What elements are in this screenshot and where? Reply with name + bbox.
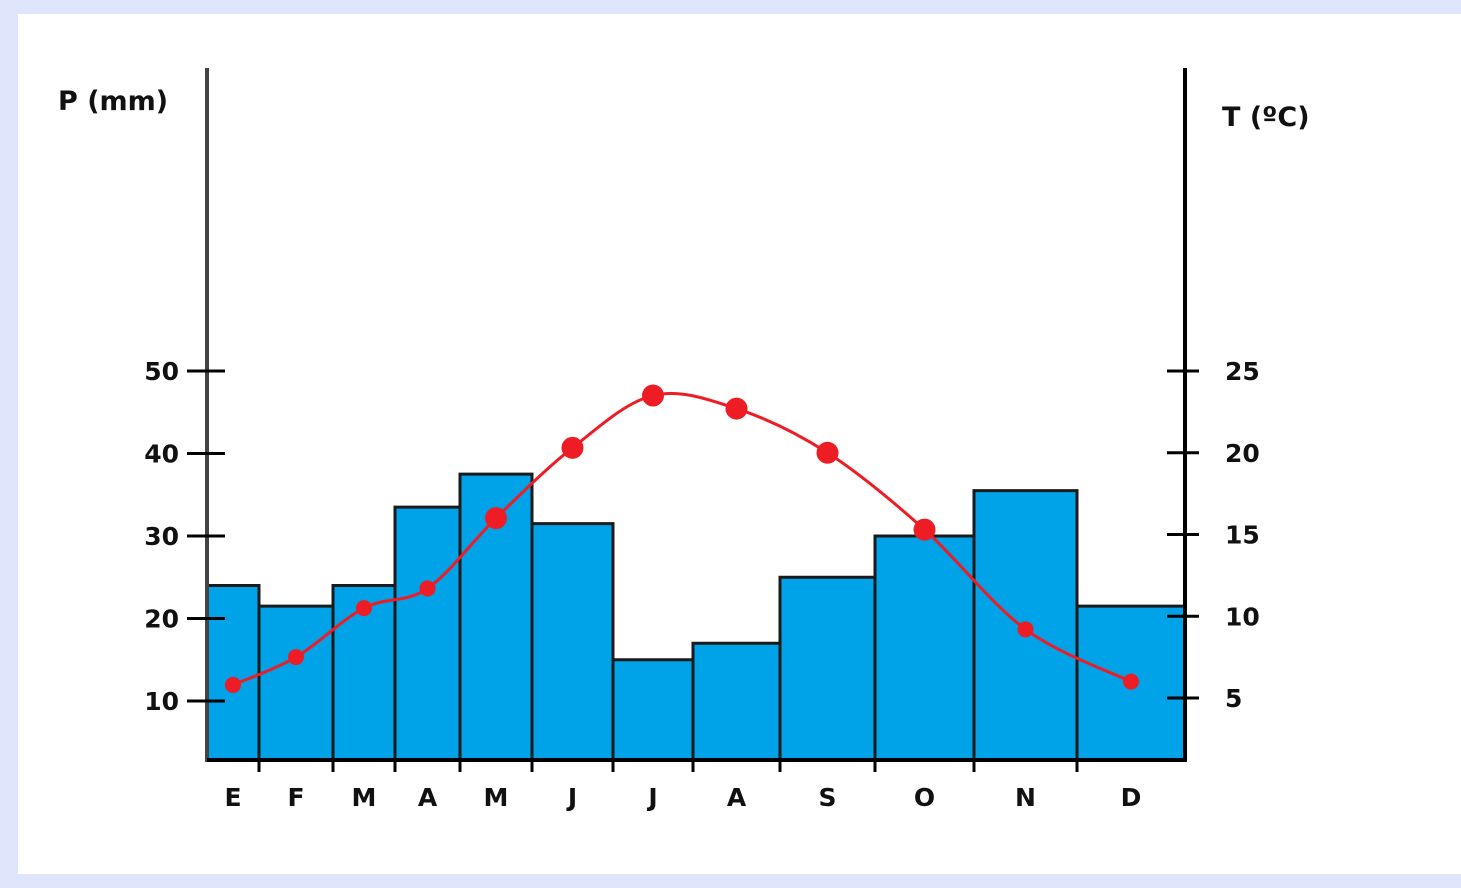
left-axis-title: P (mm) <box>58 86 168 117</box>
climate-chart: P (mm) T (ºC) 10 20 30 40 50 5 10 15 20 25 E F M A M J J… <box>58 68 1310 812</box>
left-tick-label: 30 <box>144 522 179 551</box>
temperature-point <box>485 507 507 530</box>
precipitation-bar <box>257 604 335 762</box>
temperature-point <box>913 518 936 541</box>
chart-frame: P (mm) T (ºC) 10 20 30 40 50 5 10 15 20 25 E F M A M J J… <box>18 14 1461 874</box>
temperature-point <box>642 384 664 407</box>
temperature-point <box>1123 673 1139 690</box>
x-category-label: D <box>1121 783 1142 812</box>
temperature-point <box>356 600 372 617</box>
labels-layer: P (mm) T (ºC) 10 20 30 40 50 5 10 15 20 25 E F M A M J J… <box>58 86 1310 812</box>
temperature-line-layer <box>225 384 1139 693</box>
temperature-point <box>816 441 839 464</box>
x-category-label: J <box>566 783 577 812</box>
x-category-label: N <box>1015 783 1036 812</box>
x-category-label: M <box>352 783 377 812</box>
precipitation-bar <box>393 505 462 762</box>
right-tick-label: 15 <box>1225 521 1260 550</box>
right-tick-label: 25 <box>1225 357 1260 386</box>
bars-layer <box>205 472 1187 762</box>
x-category-label: A <box>727 783 747 812</box>
x-category-label: S <box>818 783 836 812</box>
temperature-point <box>561 436 584 459</box>
left-tick-label: 50 <box>144 357 179 386</box>
temperature-point <box>725 397 748 420</box>
precipitation-bar <box>530 522 615 762</box>
right-tick-label: 10 <box>1225 602 1260 631</box>
x-category-label: F <box>287 783 304 812</box>
precipitation-bar <box>691 641 782 762</box>
precipitation-bar <box>873 534 976 762</box>
left-tick-label: 20 <box>144 605 179 634</box>
x-category-label: O <box>914 783 935 812</box>
x-category-label: M <box>484 783 509 812</box>
right-tick-label: 20 <box>1225 439 1260 468</box>
temperature-point <box>288 649 304 666</box>
x-category-label: A <box>418 783 438 812</box>
right-axis-title: T (ºC) <box>1222 102 1310 133</box>
right-tick-label: 5 <box>1225 684 1242 713</box>
left-tick-label: 40 <box>144 440 179 469</box>
x-category-label: J <box>646 783 657 812</box>
precipitation-bar <box>611 658 695 762</box>
axes-layer <box>187 68 1199 772</box>
temperature-point <box>419 580 436 597</box>
precipitation-bar <box>778 575 877 762</box>
temperature-point <box>1017 621 1034 638</box>
temperature-point <box>225 676 241 693</box>
x-category-label: E <box>224 783 241 812</box>
left-tick-label: 10 <box>144 687 179 716</box>
precipitation-bar <box>205 584 261 762</box>
